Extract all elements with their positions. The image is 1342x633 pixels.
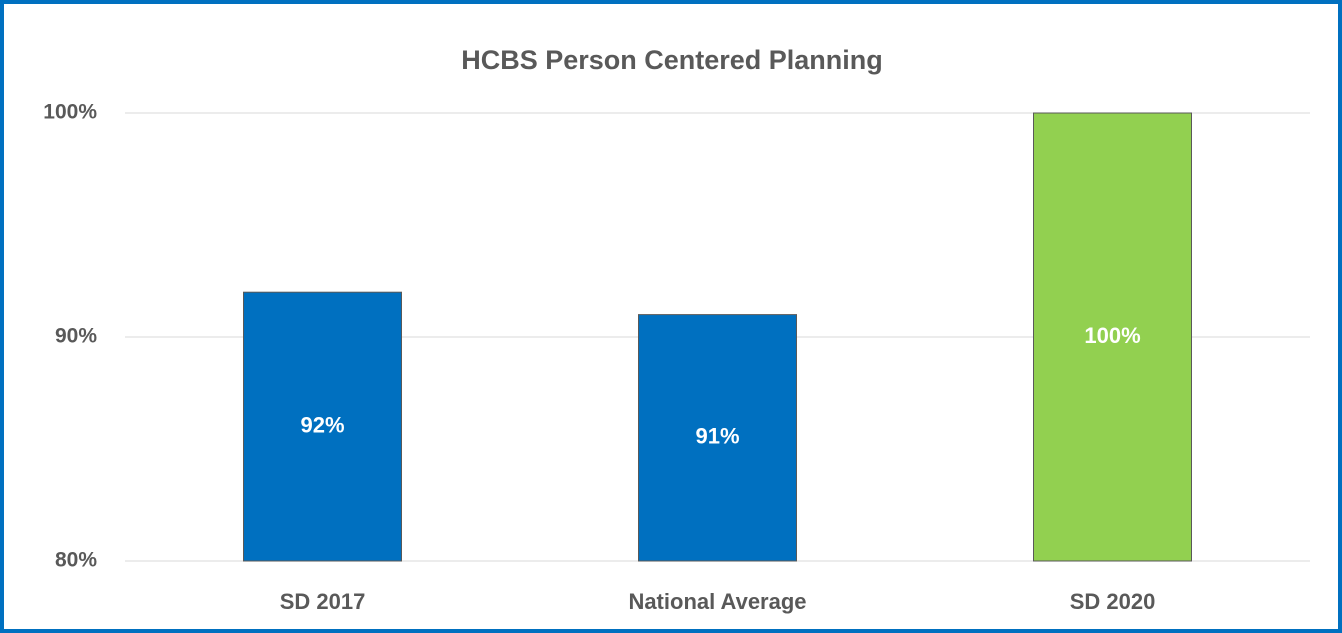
bar (638, 314, 797, 562)
chart-title: HCBS Person Centered Planning (461, 45, 883, 75)
y-tick-label: 80% (55, 549, 97, 572)
y-tick-label: 100% (43, 101, 97, 124)
value-label: 92% (300, 412, 344, 437)
y-tick-label: 90% (55, 325, 97, 348)
x-tick-label: SD 2017 (280, 589, 366, 614)
x-tick-label: SD 2020 (1070, 589, 1156, 614)
value-label: 91% (695, 424, 739, 449)
value-label: 100% (1084, 323, 1140, 348)
x-tick-label: National Average (628, 589, 806, 614)
bar (1033, 112, 1192, 562)
bar (243, 291, 402, 562)
